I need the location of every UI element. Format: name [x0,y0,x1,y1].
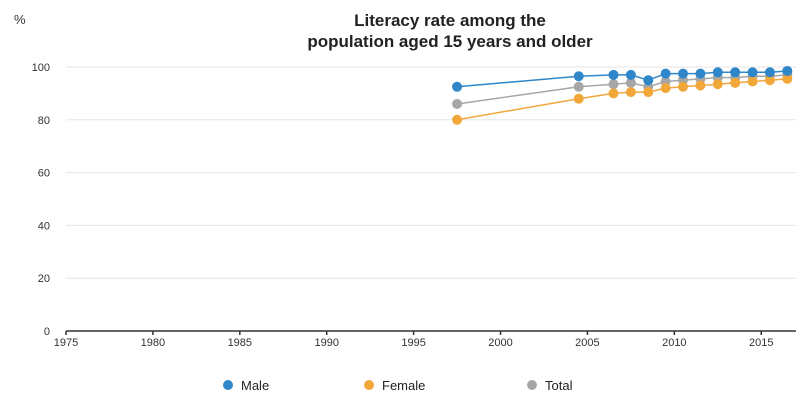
data-point-male[interactable] [573,71,584,82]
data-point-total[interactable] [625,77,636,88]
y-tick-label: 60 [38,168,50,180]
series-group [452,65,793,125]
data-point-male[interactable] [660,68,671,79]
data-point-female[interactable] [730,77,741,88]
legend-label: Total [545,378,573,393]
x-tick-label: 1995 [401,337,425,349]
tick-labels: 0 20 40 60 80 100 1975 1980 1985 1990 1995 2000 2005… [32,62,774,349]
data-point-female[interactable] [782,73,793,84]
x-tick-label: 1975 [54,337,78,349]
legend-marker [223,380,233,390]
data-point-female[interactable] [625,87,636,98]
grid-lines [66,66,796,279]
data-point-male[interactable] [643,75,654,86]
series-total [452,69,793,109]
data-point-male[interactable] [625,69,636,80]
data-point-male[interactable] [452,81,463,92]
data-point-female[interactable] [747,76,758,87]
chart-title-line-1: Literacy rate among the [354,11,546,30]
x-tick-label: 1985 [228,337,252,349]
data-point-female[interactable] [608,88,619,99]
data-point-total[interactable] [608,79,619,90]
data-point-female[interactable] [573,93,584,104]
legend-item-female[interactable]: Female [364,378,425,393]
data-point-male[interactable] [695,68,706,79]
x-tick-label: 1980 [141,337,165,349]
legend-label: Male [241,378,269,393]
data-point-female[interactable] [764,75,775,86]
series-female [452,73,793,125]
x-tick-label: 1990 [314,337,338,349]
legend-item-total[interactable]: Total [527,378,573,393]
x-tick-label: 2005 [575,337,599,349]
x-tick-label: 2000 [488,337,512,349]
y-tick-label: 40 [38,220,50,232]
data-point-male[interactable] [782,65,793,76]
legend-item-male[interactable]: Male [223,378,269,393]
data-point-female[interactable] [452,114,463,125]
data-point-female[interactable] [695,80,706,91]
legend-marker [527,380,537,390]
legend: Male Female Total [223,378,573,393]
y-tick-label: 80 [38,115,50,127]
data-point-male[interactable] [712,67,723,78]
y-unit-label: % [14,12,26,27]
data-point-total[interactable] [452,98,463,109]
chart-title-line-2: population aged 15 years and older [307,32,593,51]
axes [65,330,796,335]
y-tick-label: 100 [32,62,50,74]
data-point-female[interactable] [643,87,654,98]
x-tick-label: 2010 [662,337,686,349]
data-point-female[interactable] [678,81,689,92]
series-male [452,65,793,92]
legend-marker [364,380,374,390]
data-point-male[interactable] [678,68,689,79]
legend-label: Female [382,378,425,393]
data-point-male[interactable] [608,69,619,80]
data-point-male[interactable] [730,67,741,78]
data-point-female[interactable] [712,79,723,90]
y-tick-label: 0 [44,326,50,338]
data-point-total[interactable] [573,81,584,92]
y-tick-label: 20 [38,273,50,285]
x-tick-label: 2015 [749,337,773,349]
data-point-female[interactable] [660,83,671,94]
data-point-male[interactable] [747,67,758,78]
data-point-male[interactable] [764,67,775,78]
